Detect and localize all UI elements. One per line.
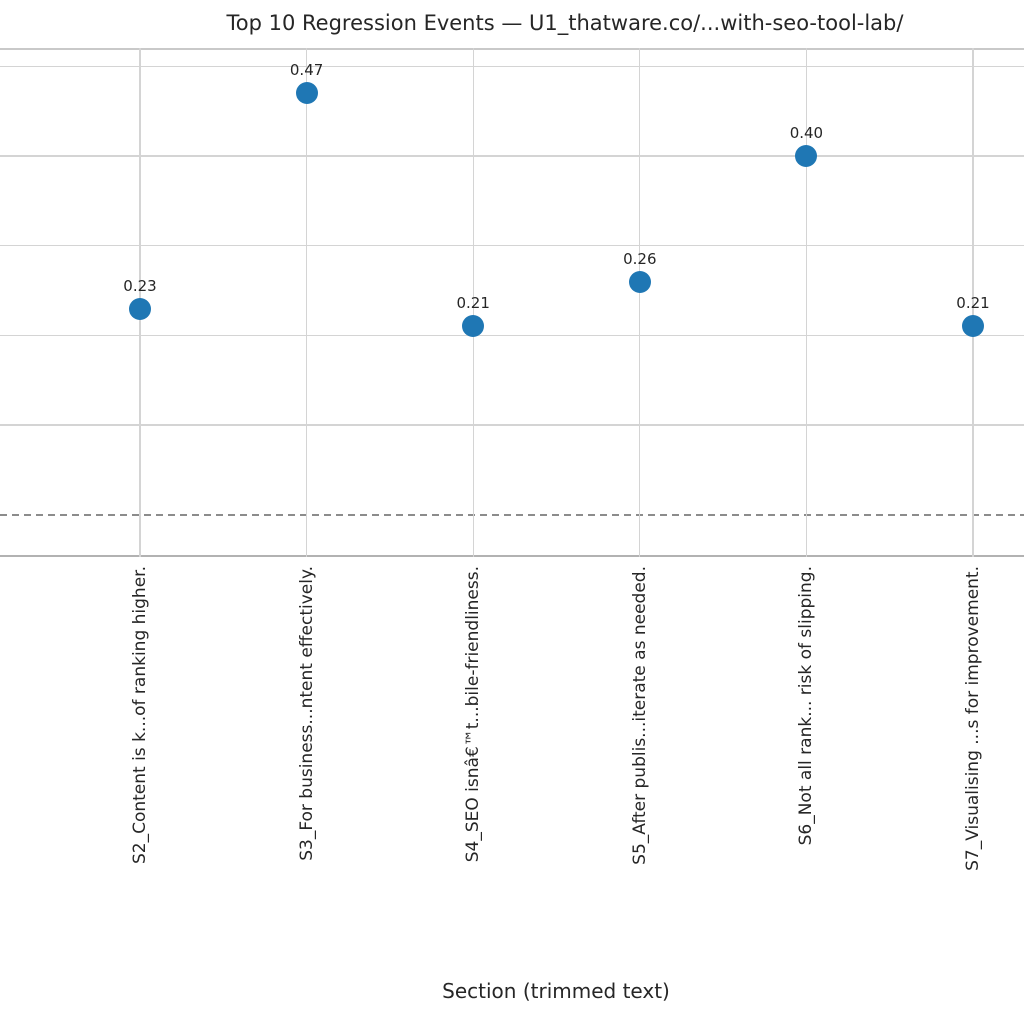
scatter-point bbox=[962, 315, 984, 338]
plot-area: 0.23 0.47 0.21 0.26 0.40 0.21 bbox=[0, 48, 1024, 557]
h-gridline bbox=[0, 424, 1024, 426]
h-gridline bbox=[0, 155, 1024, 157]
scatter-point bbox=[129, 297, 151, 320]
x-tick-label: S3_For business...ntent effectively. bbox=[296, 566, 317, 861]
scatter-point bbox=[628, 270, 651, 293]
x-tick-label: S2_Content is k...of ranking higher. bbox=[130, 566, 150, 865]
v-gridline bbox=[805, 48, 808, 557]
v-gridline bbox=[972, 48, 974, 557]
v-gridline bbox=[639, 48, 641, 557]
x-tick-label: S6_Not all rank... risk of slipping. bbox=[796, 566, 817, 846]
x-axis-title: Section (trimmed text) bbox=[442, 979, 670, 1003]
h-gridline bbox=[0, 65, 1024, 68]
scatter-point bbox=[795, 145, 818, 168]
x-axis-line bbox=[0, 554, 1024, 557]
top-spine bbox=[0, 48, 1024, 50]
x-tick-label: S5_After publis...iterate as needed. bbox=[629, 566, 650, 865]
chart-title: Top 10 Regression Events — U1_thatware.c… bbox=[226, 11, 904, 35]
point-value-label: 0.21 bbox=[956, 294, 990, 313]
h-gridline bbox=[0, 245, 1024, 247]
v-gridline bbox=[472, 48, 474, 557]
point-value-label: 0.23 bbox=[123, 276, 157, 295]
x-tick-label: S4_SEO isnâ€™t...bile-friendliness. bbox=[463, 566, 484, 863]
point-value-label: 0.47 bbox=[289, 61, 324, 80]
point-value-label: 0.26 bbox=[623, 249, 657, 268]
x-tick-label: S7_Visualising ...s for improvement. bbox=[963, 566, 983, 871]
zero-reference-line bbox=[0, 514, 1024, 516]
v-gridline bbox=[305, 48, 308, 557]
scatter-point bbox=[295, 82, 318, 105]
point-value-label: 0.40 bbox=[789, 124, 824, 143]
h-gridline bbox=[0, 334, 1024, 337]
scatter-point bbox=[462, 315, 485, 338]
point-value-label: 0.21 bbox=[456, 294, 490, 313]
